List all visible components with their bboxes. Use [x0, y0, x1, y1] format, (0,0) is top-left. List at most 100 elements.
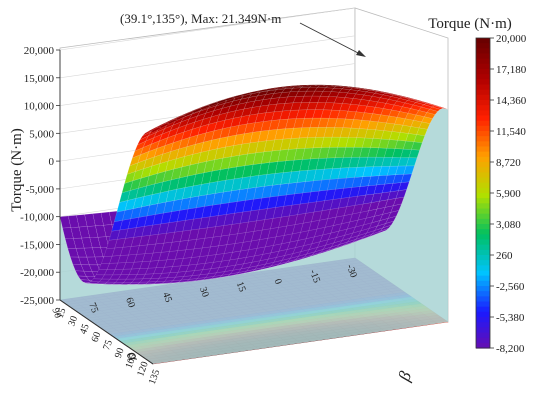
beta-tick-label: 75: [101, 339, 115, 352]
colorbar-swatch: [476, 69, 490, 75]
colorbar-swatch: [476, 229, 490, 235]
colorbar-swatch: [476, 151, 490, 158]
z-axis: 20,000 15,000 10,000 5,000 0 -5,000 -10,000 -15…: [20, 45, 61, 307]
colorbar-swatch: [476, 43, 490, 49]
beta-tick-label: 30: [66, 315, 80, 328]
colorbar-swatch: [476, 260, 490, 266]
colorbar-tick-label: 260: [496, 250, 513, 262]
beta-tick-label: 105: [124, 352, 139, 370]
colorbar-tick-label: 17,180: [496, 64, 527, 76]
colorbar-tick-label: 14,360: [496, 95, 527, 107]
colorbar-tick-label: 8,720: [496, 157, 521, 169]
colorbar-swatch: [476, 53, 490, 60]
colorbar-swatch: [476, 249, 490, 256]
z-tick-label: 20,000: [24, 45, 55, 57]
annotation-arrowhead: [356, 50, 366, 57]
colorbar-swatch: [476, 74, 490, 80]
colorbar-swatch: [476, 198, 490, 204]
colorbar-swatch: [476, 224, 490, 230]
z-tick-label: -25,000: [20, 295, 54, 307]
colorbar-swatch: [476, 79, 490, 86]
colorbar-swatch: [476, 311, 490, 318]
beta-tick-label: 15: [55, 307, 69, 320]
beta-tick-label: 60: [90, 331, 104, 344]
alpha-tick-label: -15: [307, 268, 322, 284]
colorbar-swatch: [476, 131, 490, 137]
colorbar-tick-label: -2,560: [496, 281, 525, 293]
alpha-tick-label: 30: [197, 286, 211, 299]
colorbar-tick-label: -8,200: [496, 343, 525, 355]
z-tick-label: -15,000: [20, 239, 54, 251]
z-tick-label: 10,000: [24, 101, 55, 113]
colorbar-swatch: [476, 208, 490, 215]
colorbar-tick-label: 5,900: [496, 188, 521, 200]
colorbar-swatch: [476, 48, 490, 55]
colorbar-swatch: [476, 286, 490, 292]
colorbar-swatch: [476, 167, 490, 173]
colorbar-swatch: [476, 270, 490, 277]
colorbar-swatch: [476, 100, 490, 106]
surface-patch: [150, 126, 162, 133]
colorbar-swatch: [476, 63, 490, 70]
beta-tick-label: 45: [78, 323, 92, 336]
colorbar-swatch: [476, 301, 490, 308]
colorbar-swatch: [476, 239, 490, 246]
z-tick-label: -5,000: [26, 184, 55, 196]
colorbar-swatch: [476, 187, 490, 194]
colorbar-swatch: [476, 58, 490, 65]
z-tick-label: -20,000: [20, 267, 54, 279]
colorbar-swatch: [476, 332, 490, 339]
colorbar-swatch: [476, 265, 490, 272]
colorbar-swatch: [476, 38, 490, 44]
alpha-tick-label: 0: [272, 277, 284, 285]
torque-surface: [59, 84, 449, 285]
colorbar-swatch: [476, 115, 490, 122]
colorbar-swatch: [476, 84, 490, 91]
colorbar-swatch: [476, 156, 490, 163]
alpha-tick-label: 15: [234, 280, 248, 293]
colorbar-tick-label: 3,080: [496, 219, 521, 231]
colorbar-title: Torque (N·m): [428, 16, 512, 32]
colorbar: 20,000 17,180 14,360 11,540 8,720 5,900 3,080 2…: [475, 33, 527, 355]
colorbar-swatch: [476, 322, 490, 328]
colorbar-swatch: [476, 280, 490, 287]
colorbar-swatch: [476, 141, 490, 148]
alpha-tick-label: 75: [86, 301, 100, 314]
colorbar-swatch: [476, 291, 490, 297]
colorbar-swatch: [476, 342, 490, 349]
colorbar-swatch: [476, 275, 490, 282]
beta-axis-line: [59, 299, 154, 365]
colorbar-swatch: [476, 94, 490, 101]
z-tick-label: -10,000: [20, 212, 54, 224]
colorbar-swatch: [476, 136, 490, 142]
colorbar-swatch: [476, 218, 490, 225]
colorbar-swatch: [476, 193, 490, 199]
colorbar-tick-label: 20,000: [496, 33, 527, 45]
colorbar-swatch: [476, 105, 490, 111]
z-gridline: [59, 35, 356, 79]
colorbar-swatch: [476, 162, 490, 168]
z-tick-label: 0: [49, 156, 55, 168]
colorbar-tick-label: -5,380: [496, 312, 525, 324]
colorbar-swatch: [476, 255, 490, 261]
colorbar-swatch: [476, 89, 490, 96]
beta-tick-label: 90: [113, 347, 127, 360]
colorbar-swatch: [476, 146, 490, 153]
colorbar-swatch: [476, 244, 490, 251]
colorbar-swatch: [476, 110, 490, 117]
colorbar-swatch: [476, 296, 490, 303]
z-tick-label: 15,000: [24, 73, 55, 85]
beta-tick-label: 135: [147, 368, 162, 386]
colorbar-swatch: [476, 172, 490, 179]
z-gridline: [59, 7, 356, 51]
alpha-tick-label: 90: [49, 307, 63, 320]
y-axis-label: β: [394, 368, 415, 384]
colorbar-swatch: [476, 327, 490, 334]
colorbar-swatch: [476, 213, 490, 220]
z-axis-label: Torque (N·m): [9, 128, 25, 212]
colorbar-swatch: [476, 203, 490, 210]
alpha-tick-label: -30: [344, 263, 359, 279]
colorbar-swatch: [476, 177, 490, 184]
colorbar-tick-label: 11,540: [496, 126, 526, 138]
